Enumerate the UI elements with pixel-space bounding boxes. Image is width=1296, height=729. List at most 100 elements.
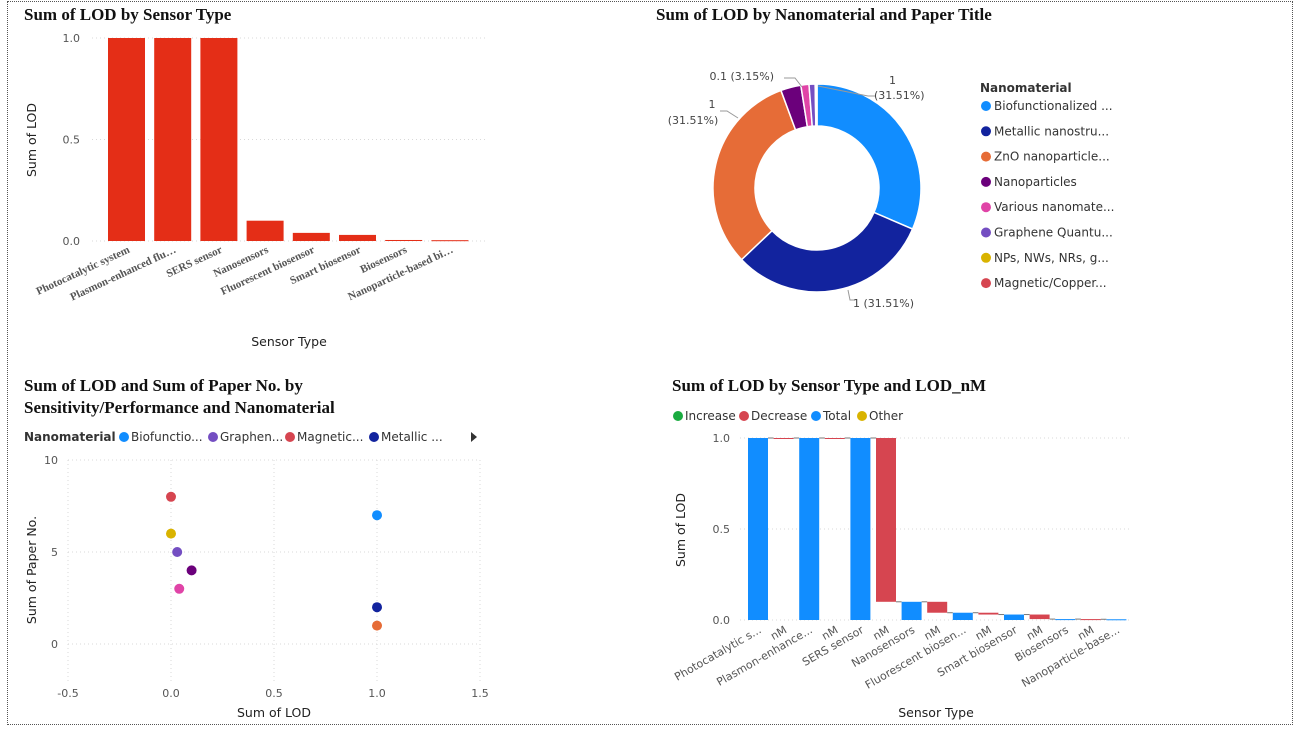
chart4-bar (901, 601, 922, 620)
chart-lod-by-sensor-type[interactable]: Sum of LOD by Sensor Type Sensor Type Su… (24, 5, 488, 349)
chart1-bar (246, 220, 284, 241)
chart2-data-label: 1 (889, 74, 896, 87)
chart1-ytick: 1.0 (63, 32, 81, 45)
chart3-legend-title: Nanomaterial (24, 430, 116, 444)
chart2-slice (740, 211, 914, 293)
chart3-title-line1: Sum of LOD and Sum of Paper No. by (24, 376, 303, 395)
chart4-xlabel: Sensor Type (898, 705, 974, 720)
chart2-title: Sum of LOD by Nanomaterial and Paper Tit… (656, 5, 992, 24)
chart2-legend-item: Magnetic/Copper... (994, 276, 1107, 290)
chart3-legend-item: Biofunctio... (131, 430, 203, 444)
chart-lod-by-nanomaterial-donut[interactable]: Sum of LOD by Nanomaterial and Paper Tit… (656, 5, 1114, 310)
chart1-ylabel: Sum of LOD (24, 103, 39, 177)
chart2-data-label: 0.1 (3.15%) (709, 70, 774, 83)
chart4-legend-dot (857, 411, 867, 421)
chart2-legend-dot (981, 202, 991, 213)
chart3-point (372, 510, 382, 521)
chart2-data-label: (31.51%) (668, 114, 719, 127)
chart3-legend-item: Graphen... (220, 430, 283, 444)
chart3-point (166, 528, 176, 539)
chart3-point (166, 491, 176, 502)
legend-next-arrow-icon[interactable] (471, 432, 477, 442)
chart-scatter-lod-paperno[interactable]: Sum of LOD and Sum of Paper No. by Sensi… (24, 376, 489, 720)
chart1-bar (108, 38, 145, 241)
chart3-xtick: 0.0 (162, 687, 180, 700)
chart2-data-label: (31.51%) (874, 89, 925, 102)
chart2-legend-dot (981, 151, 991, 162)
chart4-bar (927, 601, 948, 613)
chart4-bar (952, 612, 973, 620)
chart4-bar (850, 438, 871, 620)
chart2-legend-item: Biofunctionalized ... (994, 99, 1113, 113)
chart4-legend-item: Total (822, 409, 851, 423)
chart4-legend-dot (673, 411, 683, 421)
chart2-leader-line (847, 289, 855, 301)
chart2-slice (712, 89, 797, 261)
report-canvas-frame (7, 1, 1293, 725)
chart2-legend-dot (981, 227, 991, 238)
chart3-title-line2: Sensitivity/Performance and Nanomaterial (24, 398, 335, 417)
chart3-xlabel: Sum of LOD (237, 705, 311, 720)
chart3-legend-dot (369, 432, 379, 442)
chart2-legend-dot (981, 278, 991, 289)
chart3-legend-dot (119, 432, 129, 442)
chart3-point (372, 620, 382, 631)
chart4-bar (876, 438, 896, 602)
chart4-bar (799, 438, 820, 620)
chart4-legend-item: Decrease (751, 409, 807, 423)
chart2-legend-dot (981, 126, 991, 137)
chart2-data-label: 1 (31.51%) (853, 297, 914, 310)
chart2-legend-dot (981, 252, 991, 263)
chart4-ytick: 0.0 (713, 614, 731, 627)
chart2-leader-line (817, 85, 876, 97)
chart1-bar (154, 38, 192, 241)
chart4-legend-item: Increase (685, 409, 736, 423)
chart4-ytick: 0.5 (713, 523, 731, 536)
chart2-legend-dot (981, 101, 991, 111)
chart4-ytick: 1.0 (713, 432, 731, 445)
chart4-bar (824, 438, 845, 439)
chart3-point (174, 583, 185, 594)
chart2-legend-title: Nanomaterial (980, 81, 1072, 95)
chart3-ytick: 10 (44, 454, 58, 467)
chart4-title: Sum of LOD by Sensor Type and LOD_nM (672, 376, 986, 395)
chart3-xtick: 0.5 (265, 687, 283, 700)
chart3-xtick: 1.5 (471, 687, 489, 700)
chart3-ytick: 5 (51, 546, 58, 559)
chart4-legend-item: Other (869, 409, 903, 423)
chart2-legend-item: Graphene Quantu... (994, 226, 1113, 240)
chart3-xtick: -0.5 (57, 687, 78, 700)
chart2-legend-item: ZnO nanoparticle... (994, 150, 1110, 164)
chart1-xlabel: Sensor Type (251, 334, 327, 349)
chart2-slice (815, 83, 818, 127)
chart3-legend-dot (208, 432, 218, 442)
chart1-bar (292, 232, 330, 241)
chart2-legend-item: NPs, NWs, NRs, g... (994, 251, 1109, 265)
chart3-xtick: 1.0 (368, 687, 386, 700)
chart4-bar (1106, 619, 1127, 621)
chart2-legend-item: Metallic nanostru... (994, 124, 1109, 138)
chart3-legend-item: Metallic ... (381, 430, 443, 444)
chart4-bar (1055, 619, 1076, 621)
chart1-bar (385, 239, 423, 241)
chart1-bar (431, 240, 469, 242)
chart1-ytick: 0.5 (63, 134, 81, 147)
chart4-bar (1080, 619, 1101, 621)
chart1-bar (200, 38, 238, 241)
chart2-legend-dot (981, 176, 991, 187)
chart4-bar (748, 438, 768, 620)
chart4-bar (1004, 614, 1024, 620)
chart2-leader-line (784, 77, 803, 88)
chart4-bar (1029, 614, 1050, 620)
chart3-point (172, 547, 183, 557)
chart2-data-label: 1 (709, 98, 716, 111)
chart1-bar (339, 234, 376, 241)
chart4-legend-dot (739, 411, 749, 421)
chart-waterfall-lod-nm[interactable]: Sum of LOD by Sensor Type and LOD_nM Inc… (672, 376, 1130, 720)
chart4-xtick: Plasmon-enhance... (714, 623, 814, 688)
chart2-legend-item: Nanoparticles (994, 175, 1077, 189)
chart1-ytick: 0.0 (63, 235, 81, 248)
chart3-point (186, 565, 197, 576)
chart2-leader-line (720, 110, 739, 119)
